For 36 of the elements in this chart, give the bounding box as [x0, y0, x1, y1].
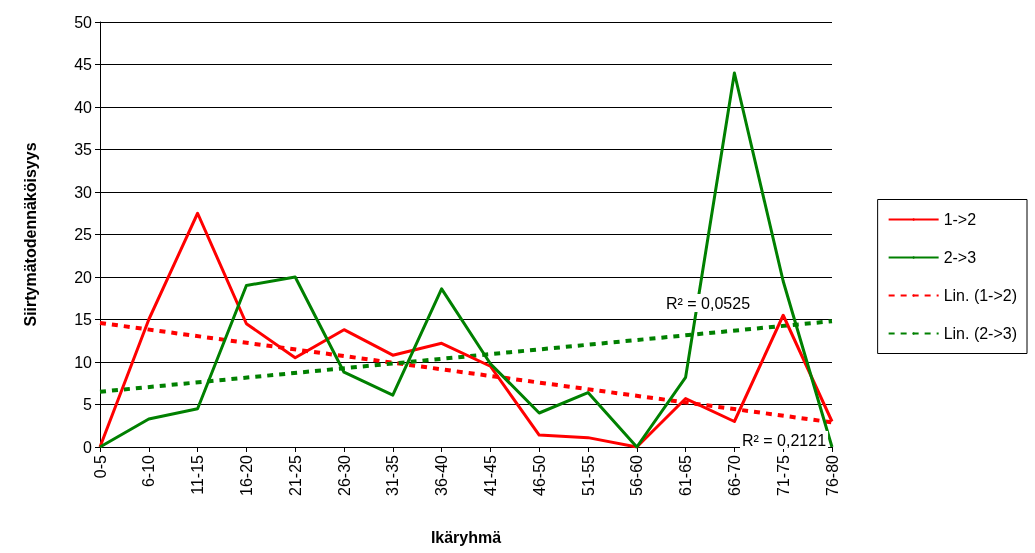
x-tick-label: 46-50 [530, 454, 548, 496]
y-tick-label: 30 [74, 183, 93, 201]
y-tick-label: 20 [74, 268, 93, 286]
x-tick-label: 71-75 [774, 454, 792, 496]
x-tick-label: 76-80 [823, 454, 841, 496]
legend-label: Lin. (2->3) [943, 325, 1018, 342]
x-tick-label: 66-70 [725, 454, 743, 496]
legend-label: 2->3 [943, 249, 977, 266]
y-tick-label: 10 [74, 353, 93, 371]
x-tick-label: 36-40 [433, 454, 451, 496]
x-tick-label: 56-60 [628, 454, 646, 496]
annotation: R² = 0,0525 [666, 294, 751, 312]
x-tick-label: 21-25 [286, 454, 304, 496]
x-tick-label: 6-10 [140, 454, 158, 488]
legend-label: 1->2 [943, 211, 977, 228]
y-tick-label: 45 [74, 56, 93, 73]
y-tick-label: 0 [83, 438, 93, 456]
x-tick-label: 41-45 [481, 454, 499, 496]
x-tick-label: 11-15 [189, 454, 207, 495]
legend-label: Lin. (1->2) [943, 287, 1018, 304]
annotation: R² = 0,2121 [742, 431, 827, 449]
y-tick-label: 5 [83, 396, 93, 413]
y-tick-label: 15 [74, 311, 93, 328]
x-tick-label: 31-35 [384, 454, 402, 496]
line-series [98, 71, 834, 449]
y-tick-label: 50 [74, 13, 93, 31]
x-tick-label: 0-5 [91, 454, 109, 479]
y-tick-label: 35 [74, 141, 93, 158]
x-tick-label: 16-20 [237, 454, 255, 496]
y-axis-title: Siirtymätodennäköisyys [21, 142, 39, 327]
x-axis-title: Ikäryhmä [430, 528, 502, 546]
y-tick-label: 25 [74, 226, 93, 243]
x-tick-label: 51-55 [579, 454, 597, 496]
y-tick-label: 40 [74, 98, 93, 116]
x-tick-label: 26-30 [335, 454, 353, 496]
x-tick-label: 61-65 [677, 454, 695, 496]
